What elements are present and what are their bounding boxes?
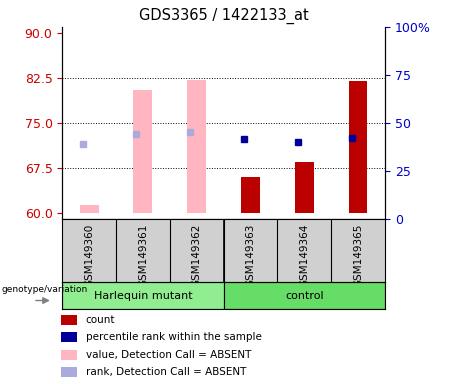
Bar [61,350,77,360]
Bar [295,162,313,213]
Text: GSM149362: GSM149362 [192,224,202,287]
Bar [61,332,77,343]
Text: count: count [86,315,115,325]
Bar [349,81,367,213]
Text: GSM149360: GSM149360 [84,224,94,287]
Bar [62,282,224,309]
Text: GSM149361: GSM149361 [138,224,148,287]
Text: genotype/variation: genotype/variation [1,285,88,294]
Text: control: control [285,291,324,301]
Text: Harlequin mutant: Harlequin mutant [94,291,192,301]
Text: GSM149365: GSM149365 [353,224,363,287]
Bar [224,282,385,309]
Text: value, Detection Call = ABSENT: value, Detection Call = ABSENT [86,350,251,360]
Text: GSM149364: GSM149364 [299,224,309,287]
Bar [134,90,152,213]
Text: percentile rank within the sample: percentile rank within the sample [86,332,261,342]
Bar [241,177,260,213]
Bar [80,205,99,213]
Title: GDS3365 / 1422133_at: GDS3365 / 1422133_at [139,8,308,24]
Text: GSM149363: GSM149363 [245,224,255,287]
Text: rank, Detection Call = ABSENT: rank, Detection Call = ABSENT [86,367,246,377]
Bar [61,315,77,325]
Bar [61,367,77,377]
Bar [187,79,206,213]
